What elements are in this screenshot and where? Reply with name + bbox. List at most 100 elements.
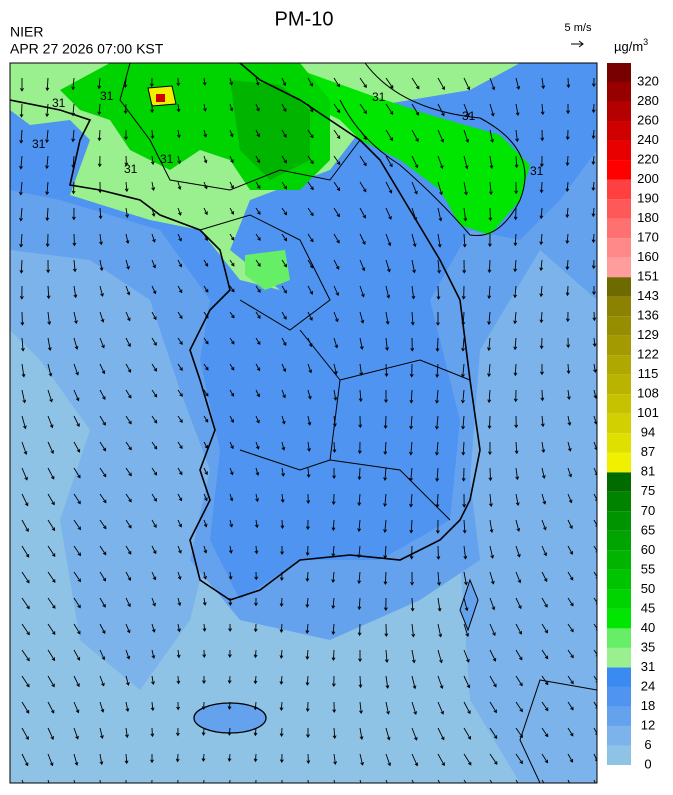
wind-arrow: [489, 545, 495, 559]
wind-arrow: [177, 415, 183, 423]
wind-arrow: [435, 519, 440, 534]
wind-arrow: [566, 363, 571, 375]
wind-arrow: [73, 493, 81, 505]
colorbar-segment: [607, 63, 631, 82]
wind-arrow: [411, 259, 416, 274]
wind-arrow: [593, 701, 597, 709]
wind-arrow: [541, 623, 548, 634]
wind-arrow: [305, 623, 310, 634]
wind-arrow: [489, 181, 493, 196]
wind-arrow: [333, 103, 341, 114]
wind-arrow: [385, 311, 390, 325]
wind-arrow: [281, 415, 286, 425]
concentration-area: [156, 94, 165, 102]
wind-arrow: [99, 779, 101, 783]
wind-arrow: [125, 259, 130, 270]
wind-arrow: [279, 571, 284, 581]
wind-arrow: [255, 337, 261, 346]
wind-arrow: [514, 181, 519, 195]
wind-arrow: [279, 597, 284, 607]
wind-arrow: [567, 415, 572, 426]
wind-arrow: [99, 597, 106, 608]
wind-arrow: [228, 623, 233, 632]
wind-arrow: [229, 155, 234, 164]
colorbar-segment: [607, 725, 631, 746]
wind-arrow: [203, 571, 207, 580]
wind-arrow: [45, 207, 50, 222]
wind-arrow: [566, 337, 571, 349]
wind-arrow: [591, 259, 596, 270]
wind-arrow: [359, 129, 367, 141]
wind-arrow: [307, 441, 311, 452]
wind-arrow: [487, 259, 492, 274]
wind-arrow: [359, 233, 366, 245]
colorbar-segment: [607, 608, 631, 629]
wind-arrow: [73, 415, 80, 428]
wind-arrow: [151, 571, 157, 581]
wind-arrow: [411, 727, 418, 741]
wind-arrow: [305, 519, 310, 530]
wind-arrow: [123, 103, 128, 115]
wind-arrow: [567, 675, 574, 685]
wind-arrow: [255, 363, 261, 372]
wind-arrow: [229, 181, 234, 190]
wind-arrow: [227, 727, 232, 736]
wind-arrow: [253, 753, 258, 763]
coastline-japan: [519, 679, 597, 783]
wind-arrow: [567, 753, 574, 763]
wind-arrow: [47, 415, 54, 429]
wind-arrow: [99, 233, 103, 246]
colorbar-label: 101: [637, 405, 659, 420]
wind-arrow: [151, 467, 158, 476]
wind-arrow: [281, 363, 287, 373]
wind-arrow: [229, 77, 233, 86]
wind-arrow: [515, 597, 522, 610]
wind-arrow: [565, 311, 570, 323]
wind-arrow: [463, 181, 468, 196]
wind-arrow: [489, 623, 496, 637]
colorbar-segment: [607, 706, 631, 726]
wind-arrow: [540, 363, 544, 376]
wind-arrow: [385, 77, 394, 89]
wind-arrow: [124, 181, 129, 193]
wind-arrow: [125, 779, 127, 783]
wind-arrow: [97, 103, 102, 116]
wind-arrow: [488, 441, 492, 456]
wind-arrow: [539, 311, 544, 324]
wind-arrow: [177, 155, 182, 165]
colorbar-unit: µg/m3: [614, 37, 648, 54]
wind-arrow: [123, 77, 128, 89]
wind-arrow: [176, 129, 181, 139]
wind-arrow: [279, 649, 284, 659]
colorbar-segment: [607, 745, 631, 765]
wind-arrow: [229, 467, 234, 476]
wind-arrow: [437, 103, 445, 117]
wind-arrow: [73, 571, 81, 583]
wind-arrow: [541, 649, 549, 660]
wind-arrow: [280, 519, 285, 529]
wind-arrow: [177, 779, 179, 783]
wind-arrow: [461, 311, 466, 326]
wind-arrow: [411, 233, 417, 248]
wind-arrow: [541, 571, 548, 582]
wind-arrow: [385, 727, 391, 741]
wind-arrow: [513, 207, 518, 221]
wind-arrow: [357, 467, 362, 481]
wind-arrow: [411, 207, 418, 221]
wind-arrow: [281, 779, 283, 783]
wind-arrow: [411, 77, 420, 90]
unit-sup: 3: [643, 37, 648, 47]
wind-arrow: [383, 545, 388, 559]
wind-arrow: [151, 415, 158, 424]
wind-arrow: [539, 259, 544, 272]
wind-arrow: [229, 233, 235, 241]
map-frame: [9, 62, 598, 784]
wind-arrow: [487, 337, 491, 352]
wind-arrow: [435, 441, 439, 456]
wind-arrow: [307, 779, 309, 783]
wind-arrow: [255, 493, 259, 503]
wind-arrow: [21, 519, 29, 533]
wind-arrow: [305, 597, 310, 608]
colorbar-segment: [607, 628, 631, 648]
wind-arrow: [203, 415, 209, 423]
